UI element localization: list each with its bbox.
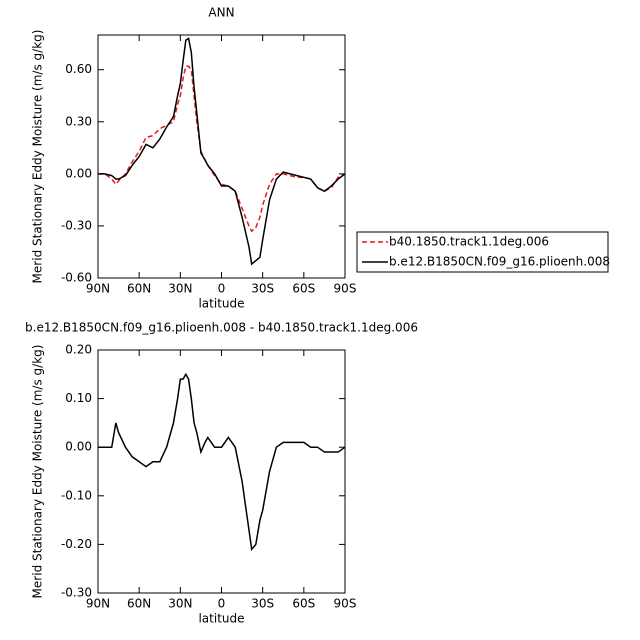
plot-frame [97,349,346,594]
y-tick-label: -0.30 [61,218,92,232]
x-tick-label: 90S [334,282,357,296]
x-tick-label: 0 [218,597,226,611]
y-tick-label: 0.60 [65,62,92,76]
x-tick-label: 90S [334,597,357,611]
series-line [98,37,346,266]
x-axis-label: latitude [198,612,244,626]
series-line [98,372,346,552]
y-tick-label: -0.30 [61,586,92,600]
legend-label: b40.1850.track1.1deg.006 [389,235,549,249]
y-tick-label: -0.60 [61,271,92,285]
y-tick-label: -0.10 [61,488,92,502]
x-tick-label: 0 [218,282,226,296]
chart-title: ANN [208,6,234,20]
x-tick-label: 30N [168,597,192,611]
y-tick-label: 0.10 [65,391,92,405]
y-tick-label: 0.20 [65,343,92,357]
x-tick-label: 30S [251,282,274,296]
x-tick-label: 60S [292,282,315,296]
legend-label: b.e12.B1850CN.f09_g16.plioenh.008 [389,255,610,269]
x-tick-label: 30N [168,282,192,296]
x-tick-label: 90N [86,597,110,611]
y-axis-label: Merid Stationary Eddy Moisture (m/s g/kg… [31,30,45,284]
y-tick-label: -0.20 [61,537,92,551]
series-line [98,65,346,233]
x-tick-label: 60N [127,282,151,296]
x-axis-label: latitude [198,297,244,311]
y-tick-label: 0.00 [65,166,92,180]
x-tick-label: 60S [292,597,315,611]
y-tick-label: 0.00 [65,440,92,454]
x-tick-label: 90N [86,282,110,296]
y-tick-label: 0.30 [65,114,92,128]
x-tick-label: 30S [251,597,274,611]
x-tick-label: 60N [127,597,151,611]
y-axis-label: Merid Stationary Eddy Moisture (m/s g/kg… [31,345,45,599]
chart-title: b.e12.B1850CN.f09_g16.plioenh.008 - b40.… [25,321,418,335]
legend-frame [356,231,609,273]
